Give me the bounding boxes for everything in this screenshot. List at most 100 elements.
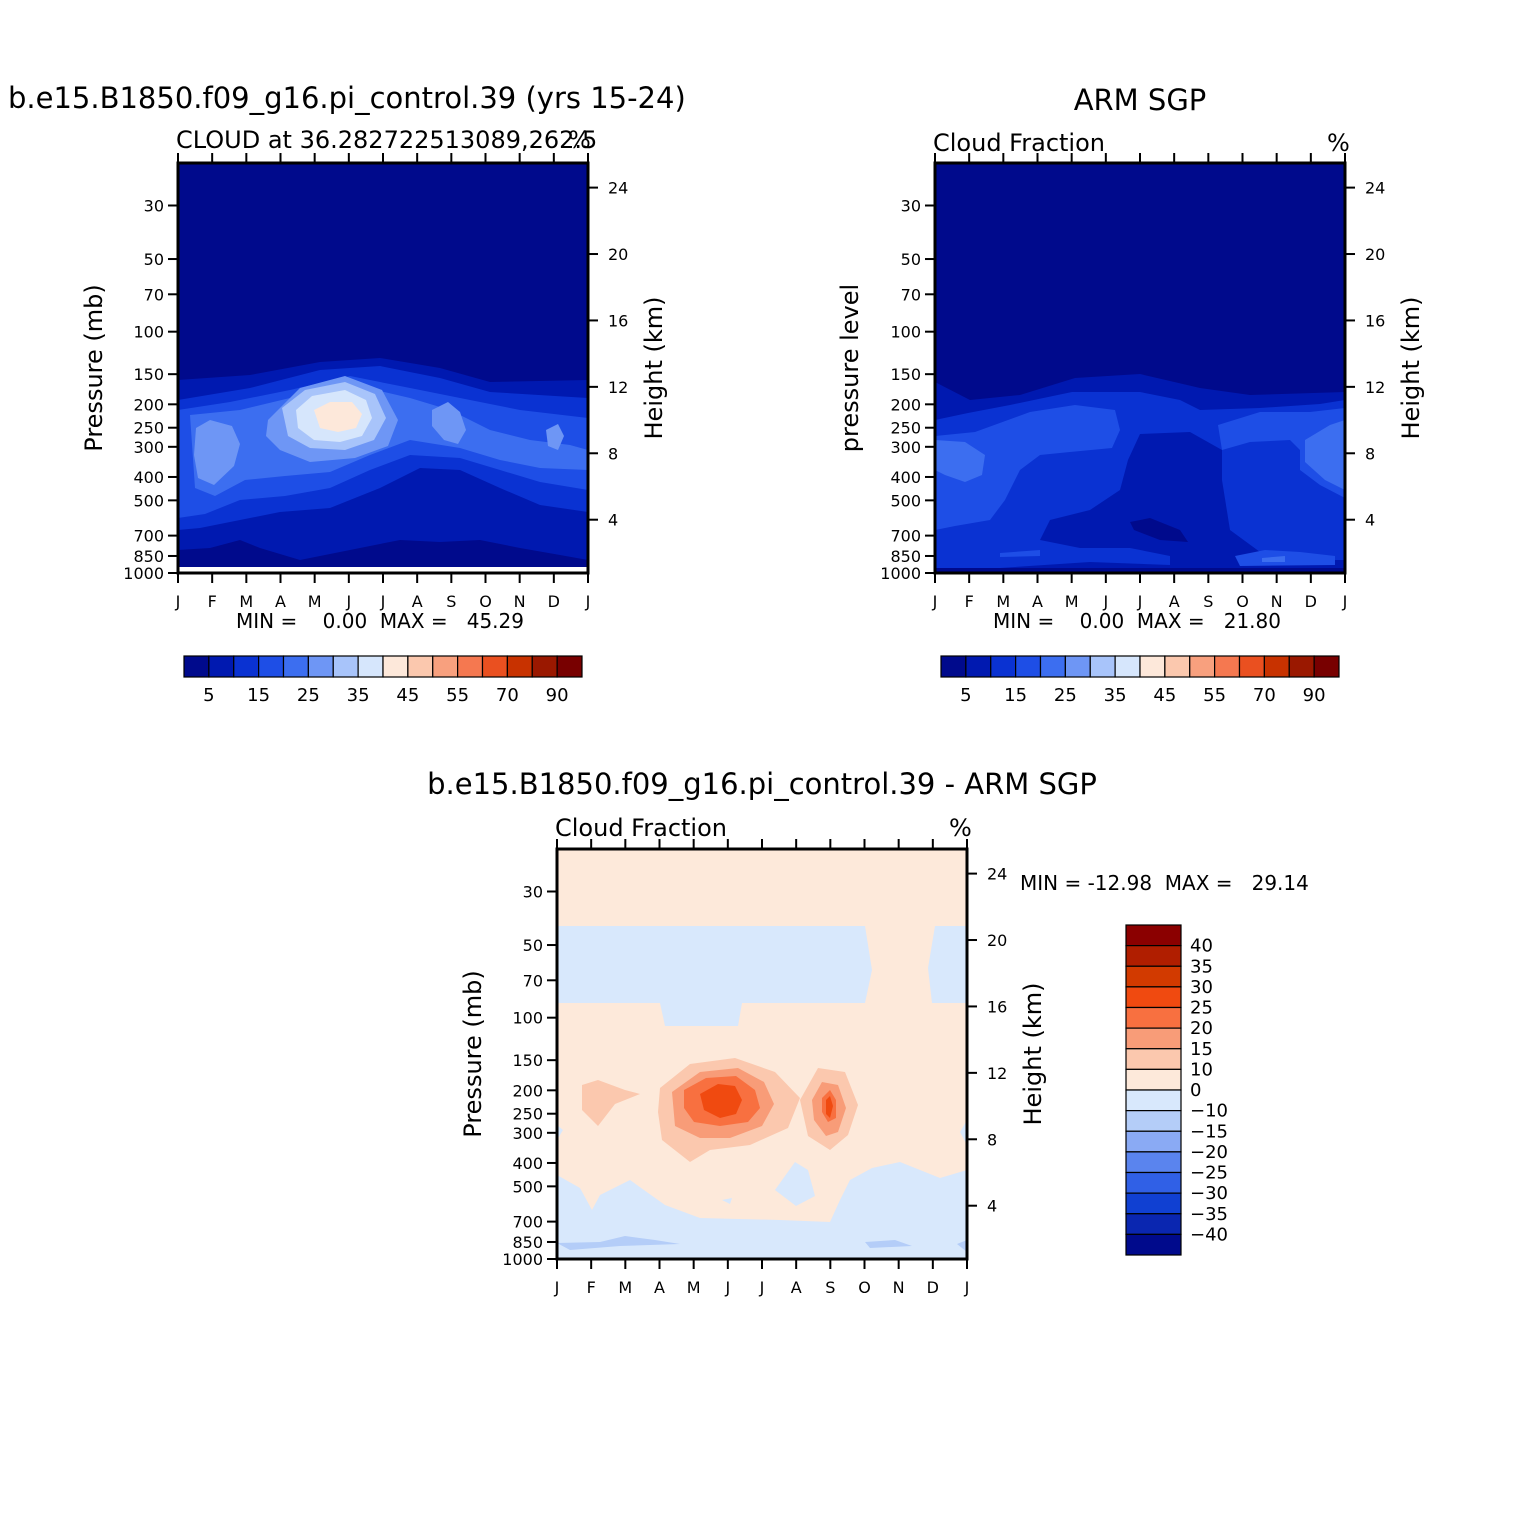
colorbar-label: 5	[203, 685, 214, 706]
ytick-label: 500	[512, 1177, 543, 1196]
colorbar-swatch	[432, 655, 459, 678]
colorbar-label: 25	[1054, 685, 1077, 706]
ytick-label: 200	[512, 1081, 543, 1100]
ytick-label: 200	[133, 395, 164, 414]
panel-diff-band-neg-blip3	[722, 1198, 732, 1204]
colorbar-label: 25	[297, 685, 320, 706]
panel-obs-ylabel: pressure level	[836, 284, 864, 452]
xtick-label: J	[175, 592, 181, 611]
ytick-label: 250	[890, 419, 921, 438]
colorbar-swatch	[1125, 1006, 1182, 1029]
colorbar-label: 70	[1253, 685, 1276, 706]
colorbar-label: 15	[1190, 1039, 1213, 1060]
xtick-label: A	[1032, 592, 1043, 611]
ytick-label: 400	[512, 1154, 543, 1173]
panel-diff-band-neg-mid	[775, 1162, 815, 1206]
xtick-label: J	[1137, 592, 1143, 611]
ytick-label: 850	[890, 547, 921, 566]
ytick-right-label: 20	[1365, 245, 1385, 264]
ytick-label: 200	[890, 395, 921, 414]
ytick-label: 300	[512, 1124, 543, 1143]
ytick-right-label: 4	[608, 511, 618, 530]
colorbar-swatch	[1125, 1068, 1182, 1091]
xtick-label: A	[412, 592, 423, 611]
ytick-right-label: 24	[608, 179, 628, 198]
xtick-label: A	[791, 1278, 802, 1297]
panel-model-band-30-d	[546, 424, 564, 450]
colorbar-swatch	[208, 655, 235, 678]
colorbar-swatch	[1125, 965, 1182, 988]
panel-diff-field	[557, 849, 967, 1259]
colorbar-swatch	[1263, 655, 1290, 678]
ytick-label: 30	[901, 196, 921, 215]
colorbar-label: −10	[1190, 1101, 1228, 1122]
colorbar-swatch	[990, 655, 1017, 678]
panel-model: b.e15.B1850.f09_g16.pi_control.39 (yrs 1…	[8, 81, 686, 706]
xtick-label: S	[1203, 592, 1213, 611]
xtick-label: F	[965, 592, 974, 611]
colorbar-swatch	[407, 655, 434, 678]
colorbar-swatch	[1214, 655, 1241, 678]
colorbar-label: 15	[1004, 685, 1027, 706]
xtick-label: A	[654, 1278, 665, 1297]
ytick-label: 1000	[502, 1250, 543, 1269]
xtick-label: J	[554, 1278, 560, 1297]
xtick-label: F	[208, 592, 217, 611]
ytick-right-label: 20	[987, 931, 1007, 950]
xtick-label: D	[548, 592, 560, 611]
ytick-label: 150	[512, 1051, 543, 1070]
colorbar-swatch	[307, 655, 334, 678]
panel-obs-band-25-b	[1305, 420, 1345, 490]
xtick-label: O	[1236, 592, 1249, 611]
ytick-label: 100	[512, 1009, 543, 1028]
colorbar-label: −35	[1190, 1204, 1228, 1225]
panel-diff-band-neg-top	[557, 926, 872, 1026]
colorbar-swatch	[556, 655, 583, 678]
colorbar-swatch	[457, 655, 484, 678]
panel-obs-field	[935, 163, 1345, 573]
panel-diff-band-neg15-b	[865, 1240, 912, 1248]
ytick-label: 150	[133, 365, 164, 384]
ytick-label: 850	[133, 547, 164, 566]
colorbar-swatch	[1039, 655, 1066, 678]
colorbar-swatch	[1125, 1027, 1182, 1050]
panel-model-title: b.e15.B1850.f09_g16.pi_control.39 (yrs 1…	[8, 81, 686, 115]
colorbar-label: −20	[1190, 1142, 1228, 1163]
panel-diff-band-10-a	[582, 1080, 640, 1126]
colorbar-swatch	[1125, 945, 1182, 967]
panel-model-colorbar: 5 15 25 35 45 55 70 90	[183, 655, 583, 706]
colorbar-swatch	[1288, 655, 1315, 678]
ytick-label: 150	[890, 365, 921, 384]
colorbar-label: 45	[1153, 685, 1176, 706]
ytick-label: 100	[890, 323, 921, 342]
colorbar-swatch	[357, 655, 384, 678]
colorbar-swatch	[1125, 1048, 1182, 1070]
colorbar-label: 70	[496, 685, 519, 706]
colorbar-label: 5	[960, 685, 971, 706]
colorbar-swatch	[1125, 1151, 1182, 1174]
colorbar-label: 20	[1190, 1018, 1213, 1039]
xtick-label: M	[618, 1278, 632, 1297]
xtick-label: J	[345, 592, 351, 611]
colorbar-label: 55	[446, 685, 469, 706]
panel-diff-band-neg-low	[557, 1162, 967, 1259]
colorbar-swatch	[332, 655, 359, 678]
colorbar-swatch	[1089, 655, 1116, 678]
panel-obs-band-5-b	[1130, 518, 1188, 542]
ytick-label: 700	[890, 527, 921, 546]
ytick-label: 1000	[123, 564, 164, 583]
panel-obs-units: %	[1327, 129, 1350, 157]
ytick-right-label: 24	[987, 865, 1007, 884]
xtick-label: M	[996, 592, 1010, 611]
ytick-label: 70	[144, 285, 164, 304]
panel-obs-colorbar: 5 15 25 35 45 55 70 90	[940, 655, 1340, 706]
ytick-right-label: 16	[1365, 311, 1385, 330]
panel-diff: b.e15.B1850.f09_g16.pi_control.39 - ARM …	[427, 767, 1309, 1297]
colorbar-swatch	[282, 655, 309, 678]
